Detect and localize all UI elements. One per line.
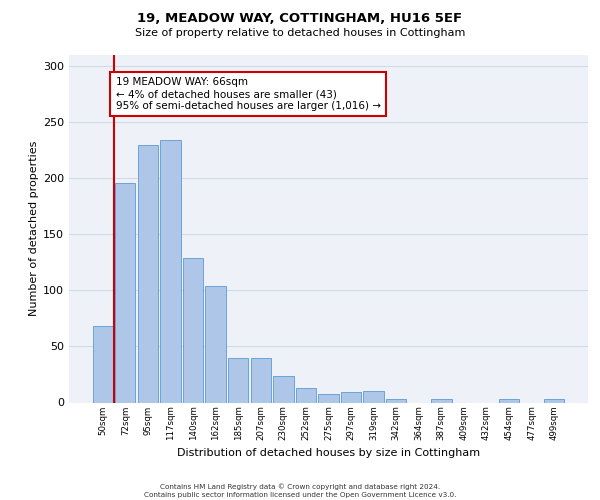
Bar	[431, 399, 452, 402]
Bar	[160, 140, 181, 402]
Text: 19, MEADOW WAY, COTTINGHAM, HU16 5EF: 19, MEADOW WAY, COTTINGHAM, HU16 5EF	[137, 12, 463, 26]
Bar	[138, 144, 158, 402]
Bar	[273, 376, 293, 402]
Bar	[183, 258, 203, 402]
Bar	[92, 326, 113, 402]
Text: Size of property relative to detached houses in Cottingham: Size of property relative to detached ho…	[135, 28, 465, 38]
Bar	[115, 183, 136, 402]
Bar	[251, 358, 271, 403]
Text: 19 MEADOW WAY: 66sqm
← 4% of detached houses are smaller (43)
95% of semi-detach: 19 MEADOW WAY: 66sqm ← 4% of detached ho…	[116, 78, 380, 110]
X-axis label: Distribution of detached houses by size in Cottingham: Distribution of detached houses by size …	[177, 448, 480, 458]
Bar	[544, 399, 565, 402]
Bar	[341, 392, 361, 402]
Text: Contains HM Land Registry data © Crown copyright and database right 2024.
Contai: Contains HM Land Registry data © Crown c…	[144, 484, 456, 498]
Y-axis label: Number of detached properties: Number of detached properties	[29, 141, 39, 316]
Bar	[386, 399, 406, 402]
Bar	[228, 358, 248, 403]
Bar	[319, 394, 338, 402]
Bar	[296, 388, 316, 402]
Bar	[205, 286, 226, 403]
Bar	[499, 399, 519, 402]
Bar	[364, 392, 384, 402]
